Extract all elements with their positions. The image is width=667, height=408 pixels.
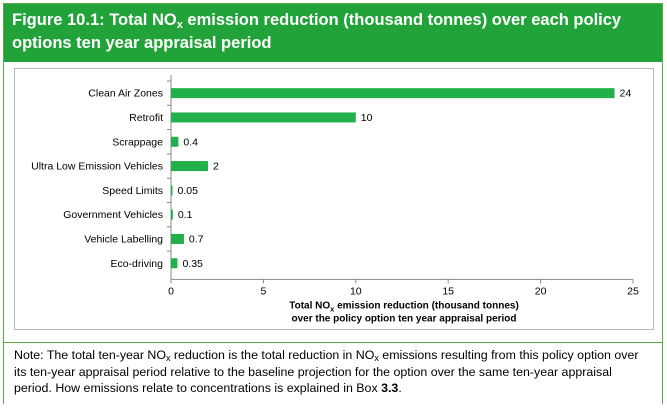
- note-text-2: reduction is the total reduction in NO: [170, 348, 375, 362]
- x-axis-title-line2: over the policy option ten year appraisa…: [291, 313, 516, 324]
- category-label: Speed Limits: [102, 185, 163, 197]
- category-label: Vehicle Labelling: [84, 233, 163, 245]
- bar: [171, 258, 178, 269]
- data-label: 0.4: [183, 136, 198, 148]
- axis-title-text-end: emission reduction (thousand tonnes): [334, 300, 518, 311]
- bar: [171, 233, 184, 244]
- bar: [171, 185, 173, 196]
- title-text-start: Figure 10.1: Total NO: [12, 11, 177, 29]
- x-tick-label: 25: [627, 285, 639, 297]
- note-text-1: Note: The total ten-year NO: [14, 348, 166, 362]
- bar: [171, 136, 179, 147]
- x-axis-title-line1: Total NOx emission reduction (thousand t…: [289, 300, 519, 313]
- bar: [171, 209, 173, 220]
- x-tick-label: 5: [260, 285, 266, 297]
- bar-chart: Clean Air Zones 24 Retrofit 10 Scrappage 0.4 U…: [31, 75, 639, 324]
- data-label: 0.7: [189, 233, 204, 245]
- axis-title-text-start: Total NO: [289, 300, 330, 311]
- figure-title: Figure 10.1: Total NOx emission reductio…: [4, 4, 662, 62]
- note-text-3: emissions resulting from this policy opt…: [14, 348, 639, 395]
- x-tick-label: 20: [535, 285, 547, 297]
- data-label: 24: [620, 88, 632, 100]
- figure-panel: Figure 10.1: Total NOx emission reductio…: [3, 3, 663, 404]
- title-subscript: x: [176, 19, 183, 31]
- x-tick-label: 15: [442, 285, 454, 297]
- axis-title-subscript: x: [330, 304, 335, 313]
- note-subscript-2: x: [374, 353, 379, 363]
- category-label: Retrofit: [129, 112, 163, 124]
- x-tick-label: 10: [350, 285, 362, 297]
- category-label: Eco-driving: [110, 258, 163, 270]
- figure-note: Note: The total ten-year NOx reduction i…: [4, 342, 662, 404]
- category-label: Government Vehicles: [63, 209, 163, 221]
- box-reference: 3.3: [381, 381, 399, 395]
- bar: [171, 112, 356, 123]
- x-tick-label: 0: [168, 285, 174, 297]
- note-subscript-1: x: [165, 353, 171, 363]
- data-label: 10: [361, 112, 373, 124]
- bar: [171, 161, 208, 172]
- title-text-end: emission reduction (thousand tonnes) ove…: [12, 11, 622, 52]
- data-label: 2: [213, 161, 219, 173]
- note-text-4: .: [398, 381, 402, 395]
- data-label: 0.05: [178, 185, 199, 197]
- bar: [171, 88, 615, 99]
- category-label: Scrappage: [112, 136, 163, 148]
- category-label: Clean Air Zones: [88, 88, 163, 100]
- category-label: Ultra Low Emission Vehicles: [31, 161, 163, 173]
- data-label: 0.1: [178, 209, 193, 221]
- data-label: 0.35: [182, 258, 203, 270]
- chart-frame: Clean Air Zones 24 Retrofit 10 Scrappage 0.4 U…: [14, 68, 654, 330]
